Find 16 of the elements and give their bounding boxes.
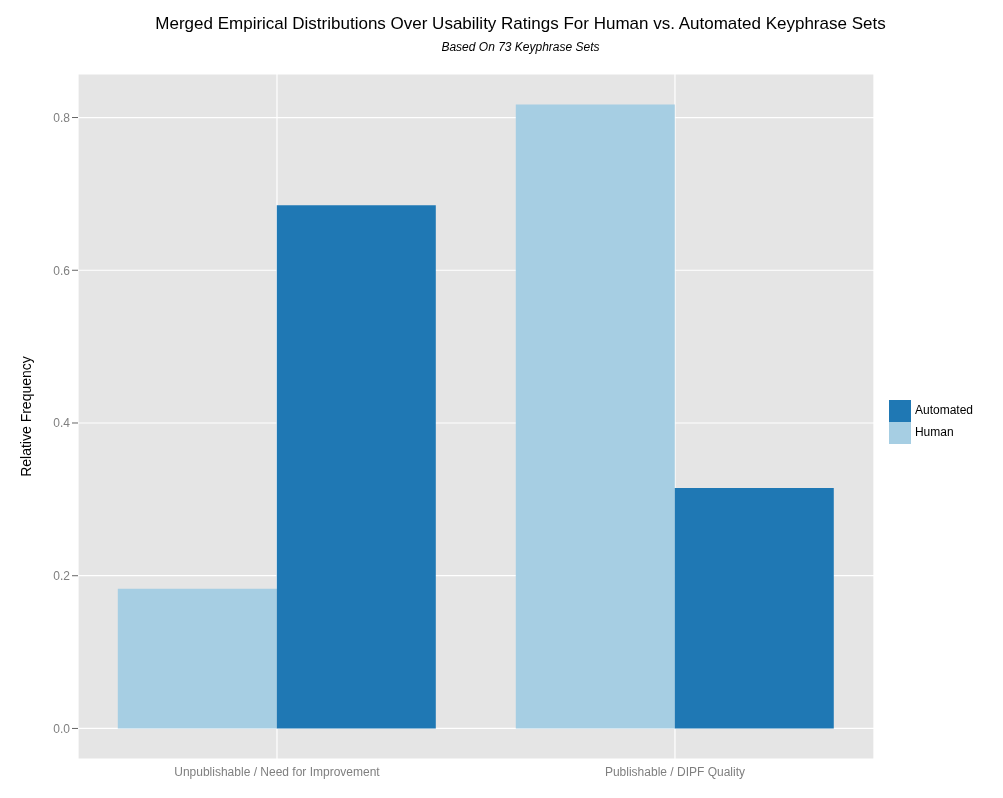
y-tick-label: 0.8 xyxy=(53,110,71,125)
y-tick-label: 0.2 xyxy=(53,568,71,583)
y-tick-label: 0.4 xyxy=(53,416,71,431)
x-tick-label: Unpublishable / Need for Improvement xyxy=(174,764,381,779)
y-tick-label: 0.0 xyxy=(53,721,71,736)
chart-title: Merged Empirical Distributions Over Usability Ratings For Human vs. Automated Keyphrase Sets xyxy=(154,13,887,34)
legend-label: Human xyxy=(914,424,954,439)
y-axis-title: Relative Frequency xyxy=(17,356,34,477)
bar xyxy=(515,104,675,729)
y-tick-label: 0.6 xyxy=(53,263,71,278)
bar xyxy=(117,588,277,729)
legend-label: Automated xyxy=(914,402,973,417)
bar xyxy=(674,487,834,729)
chart-subtitle: Based On 73 Keyphrase Sets xyxy=(440,40,601,54)
bar xyxy=(276,205,436,729)
x-tick-label: Publishable / DIPF Quality xyxy=(604,764,745,779)
